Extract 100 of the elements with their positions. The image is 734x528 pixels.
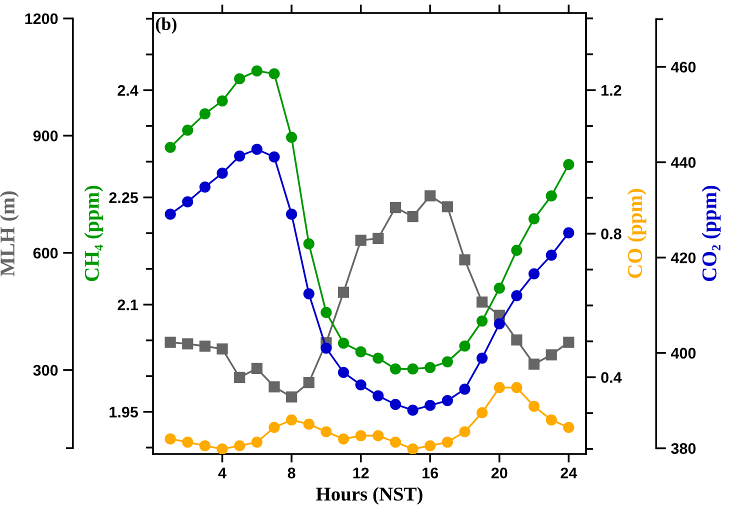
- point: [546, 190, 557, 202]
- point: [234, 372, 246, 383]
- point: [494, 282, 505, 294]
- point: [494, 318, 505, 330]
- point: [563, 158, 574, 170]
- point: [286, 391, 298, 403]
- y3-tick-label: 380: [671, 443, 696, 454]
- y-axis-title: CH₄ (ppm): [84, 186, 104, 282]
- point: [199, 181, 211, 193]
- y3-tick-label: 420: [670, 252, 696, 264]
- point: [459, 254, 470, 266]
- point: [268, 151, 280, 163]
- point: [476, 316, 488, 327]
- point: [407, 443, 418, 454]
- point: [459, 340, 470, 352]
- point: [459, 426, 470, 438]
- point: [372, 232, 384, 244]
- point: [528, 358, 540, 370]
- point: [528, 400, 540, 412]
- point: [320, 426, 332, 438]
- point: [303, 376, 314, 388]
- point: [476, 407, 488, 418]
- x-tick-label: 12: [353, 468, 369, 478]
- point: [442, 436, 453, 448]
- point: [234, 150, 246, 162]
- x-tick-label: 24: [560, 468, 578, 478]
- y3-axis-title: CO₂ (ppm): [702, 186, 721, 282]
- point: [216, 95, 228, 106]
- point: [511, 334, 522, 346]
- point: [182, 436, 194, 448]
- y-axis-title: MLH (m): [0, 191, 19, 276]
- point: [338, 338, 350, 349]
- point: [390, 363, 402, 374]
- point: [199, 340, 211, 352]
- point: [234, 73, 246, 84]
- point: [407, 404, 418, 416]
- point: [424, 400, 436, 411]
- point: [338, 286, 350, 298]
- point: [251, 362, 262, 374]
- y-tick-label: 1.95: [110, 406, 138, 418]
- point: [528, 213, 540, 224]
- point: [424, 362, 436, 374]
- point: [164, 208, 176, 220]
- point: [199, 440, 211, 452]
- point: [372, 352, 384, 364]
- point: [494, 382, 505, 394]
- point: [303, 238, 314, 250]
- y3-tick-label: 440: [670, 157, 696, 168]
- point: [407, 363, 418, 374]
- point: [268, 422, 280, 434]
- point: [355, 234, 366, 246]
- y-tick-label: 600: [33, 248, 58, 259]
- point: [511, 244, 522, 256]
- point: [320, 306, 332, 318]
- point: [251, 144, 262, 155]
- x-tick-label: 16: [422, 468, 438, 478]
- point: [182, 196, 194, 208]
- point: [511, 382, 522, 394]
- point: [164, 433, 176, 444]
- point: [390, 436, 402, 448]
- y-tick-label: 900: [33, 130, 58, 142]
- point: [546, 414, 557, 426]
- point: [320, 342, 332, 354]
- point: [268, 381, 280, 392]
- point: [372, 390, 384, 402]
- y-tick-label: 2.4: [118, 85, 138, 96]
- point: [216, 168, 228, 179]
- x-tick-label: 20: [491, 468, 508, 478]
- point: [164, 336, 176, 348]
- point: [199, 108, 211, 120]
- y-tick-label: 1200: [25, 13, 58, 24]
- x-tick-label: 8: [288, 468, 296, 478]
- point: [234, 440, 246, 452]
- point: [303, 288, 314, 300]
- point: [182, 338, 194, 350]
- point: [459, 384, 470, 395]
- y-tick-label: 2.1: [118, 299, 138, 310]
- point: [442, 356, 453, 368]
- point: [476, 296, 488, 308]
- point: [563, 227, 574, 238]
- y2-tick-label: 1.2: [602, 85, 622, 96]
- point: [372, 430, 384, 442]
- point: [286, 414, 298, 426]
- y-tick-label: 300: [33, 364, 58, 376]
- y2-tick-label: 0.8: [601, 228, 622, 240]
- point: [182, 124, 194, 136]
- point: [511, 290, 522, 302]
- point: [442, 201, 453, 212]
- y3-tick-label: 400: [670, 348, 696, 359]
- point: [563, 336, 574, 348]
- point: [528, 268, 540, 280]
- annotation: (b): [156, 17, 176, 34]
- point: [390, 398, 402, 410]
- point: [546, 250, 557, 261]
- y-tick-label: 2.25: [109, 192, 138, 204]
- point: [286, 208, 298, 220]
- x-axis-title: Hours (NST): [316, 486, 422, 505]
- point: [251, 65, 262, 76]
- point: [424, 440, 436, 452]
- point: [476, 352, 488, 364]
